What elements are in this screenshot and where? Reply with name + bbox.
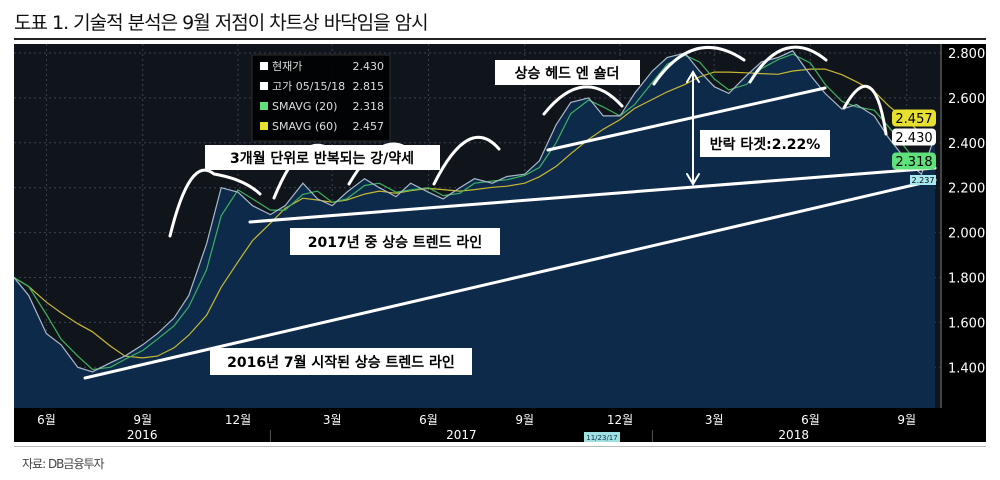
title-divider [14,38,986,40]
y-tick-label: 1.400 [948,361,985,376]
sma20-line [14,53,936,371]
price-chart: 1.400 1.600 1.800 2.000 2.200 2.400 2.600 2.800… [14,44,986,442]
x-tick-label: 3월 [323,413,342,427]
last-value-label: 2.318 [895,155,932,170]
legend-label: SMAVG (20) [272,100,337,113]
y-tick-label: 1.800 [948,272,985,287]
cycle-arc [168,168,262,238]
x-tick-label: 3월 [705,413,724,427]
cycle-arc [432,135,501,186]
legend-label: 현재가 [272,60,302,73]
annotation-target: 반락 타겟:2.22% [710,136,821,153]
legend: 현재가 2.430 고가 05/15/18 2.815 SMAVG (20) 2.318 S… [251,54,391,142]
annotation-labels: 3개월 단위로 반복되는 강/약세 상승 헤드 엔 숄더 반락 타겟:2.22%… [205,60,830,375]
y-tick-label: 1.600 [948,316,985,331]
annotation-trend-2016: 2016년 7월 시작된 상승 트렌드 라인 [227,354,455,371]
x-tick-label: 6월 [801,413,820,427]
legend-swatch [260,122,268,130]
x-tick-label: 12월 [607,413,633,427]
x-tick-label: 9월 [897,413,916,427]
figure-title: 도표 1. 기술적 분석은 9월 저점이 차트상 바닥임을 암시 [14,12,429,34]
legend-swatch [260,62,268,70]
cursor-date: 11/23/17 [586,434,617,442]
head-arc [652,45,746,86]
last-value-tag [892,128,936,146]
y-tick-label: 2.800 [948,47,985,62]
last-value-label: 2.430 [895,131,932,146]
legend-value: 2.457 [353,120,385,133]
annotations [83,45,937,380]
x-tick-label: 6월 [419,413,438,427]
last-value-tag [892,152,936,170]
annotation-trend-2017: 2017년 중 상승 트렌드 라인 [308,234,482,251]
sma60-line [14,68,936,359]
legend-value: 2.430 [353,60,385,73]
annotation-cycle: 3개월 단위로 반복되는 강/약세 [230,150,414,167]
year-label: 2018 [778,428,809,442]
last-value-label: 2.457 [895,112,932,127]
y-tick-label: 2.400 [948,137,985,152]
legend-value: 2.815 [353,80,385,93]
last-value-tag [910,175,936,185]
x-tick-label: 12월 [225,413,251,427]
x-tick-label: 9월 [515,413,534,427]
year-label: 2016 [127,428,158,442]
last-value-tag [892,109,936,127]
annotation-head-shoulder: 상승 헤드 엔 숄더 [515,65,620,82]
shoulder-arc [748,45,828,84]
y-tick-label: 2.200 [948,182,985,197]
source-divider [14,446,986,447]
cursor-date-tag [584,432,620,442]
y-tick-label: 2.600 [948,92,985,107]
legend-label: 고가 05/15/18 [272,80,345,93]
shoulder-arc [542,85,624,116]
source-note: 자료: DB금융투자 [22,457,105,471]
legend-label: SMAVG (60) [272,120,337,133]
legend-swatch [260,82,268,90]
y-tick-label: 2.000 [948,227,985,242]
shoulder-arc [842,84,888,136]
last-value-label: 2.237 [912,176,935,185]
legend-swatch [260,102,268,110]
arrow-heads [686,70,700,186]
trendline-2017 [248,166,937,224]
trendline-2016 [83,178,937,380]
neckline [546,86,827,152]
x-tick-label: 9월 [133,413,152,427]
x-tick-label: 6월 [37,413,56,427]
price-line [14,50,936,373]
year-label: 2017 [446,428,477,442]
legend-value: 2.318 [353,100,385,113]
